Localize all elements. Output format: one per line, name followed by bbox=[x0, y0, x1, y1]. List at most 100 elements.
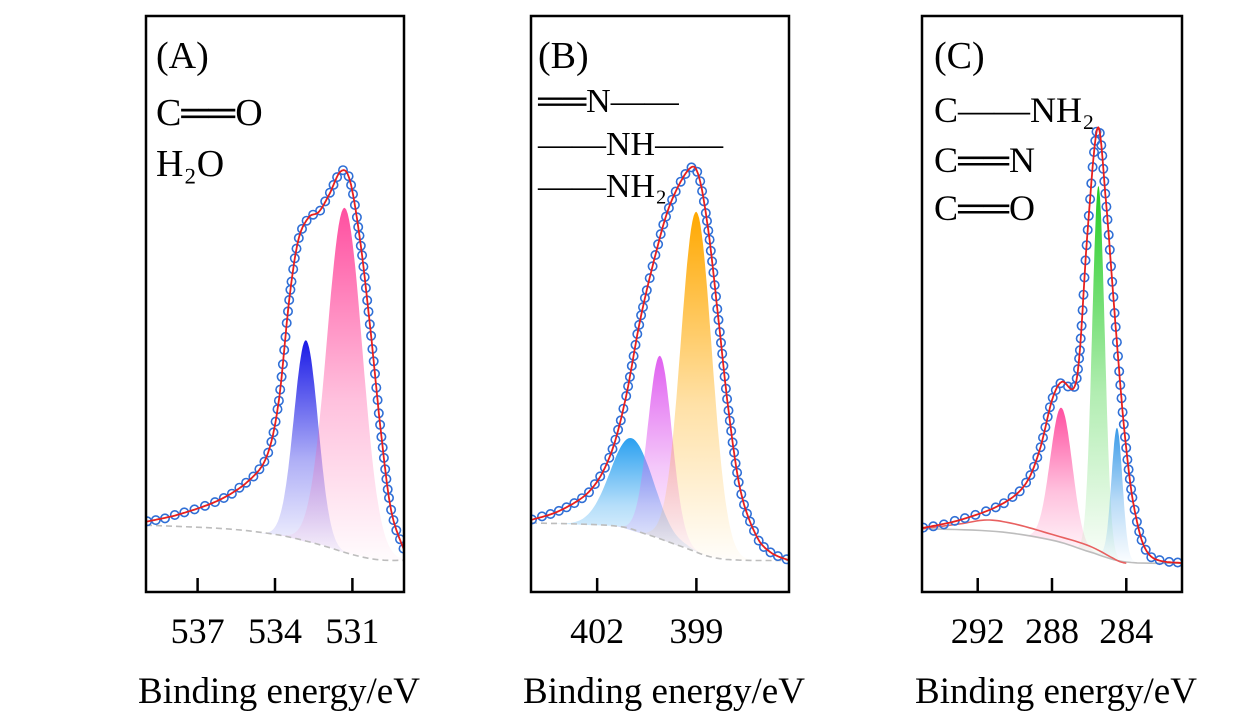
data-point bbox=[391, 525, 402, 536]
data-point bbox=[1021, 477, 1032, 488]
data-point bbox=[189, 504, 200, 515]
species-label: H₂O bbox=[156, 143, 224, 185]
panel-label: (B) bbox=[538, 35, 589, 77]
data-point bbox=[332, 172, 343, 183]
x-tick-label: 288 bbox=[1025, 611, 1079, 651]
data-point bbox=[343, 171, 354, 182]
component-peak-3 bbox=[1088, 427, 1146, 563]
data-point bbox=[738, 499, 749, 510]
data-point bbox=[1029, 461, 1040, 472]
data-point bbox=[607, 443, 618, 454]
data-point bbox=[744, 516, 755, 527]
component-peak-2 bbox=[598, 355, 722, 559]
data-point bbox=[576, 493, 587, 504]
data-point bbox=[296, 223, 307, 234]
data-point bbox=[998, 498, 1009, 509]
component-peak-1 bbox=[531, 438, 741, 560]
data-point bbox=[324, 187, 335, 198]
data-point bbox=[1040, 422, 1051, 433]
data-point bbox=[320, 196, 331, 207]
data-point bbox=[599, 462, 610, 473]
data-point bbox=[692, 166, 703, 177]
data-point bbox=[218, 492, 229, 503]
data-point bbox=[1146, 552, 1157, 563]
data-point bbox=[660, 211, 671, 222]
fit-envelope-line bbox=[531, 165, 789, 562]
data-point bbox=[226, 488, 237, 499]
fit-envelope-line bbox=[922, 126, 1182, 565]
background-line bbox=[531, 522, 789, 562]
data-point bbox=[1007, 491, 1018, 502]
species-label: ——NH₂ bbox=[537, 168, 667, 205]
data-point bbox=[1014, 486, 1025, 497]
x-tick-label: 292 bbox=[951, 611, 1005, 651]
plot-area bbox=[146, 165, 404, 562]
data-point bbox=[395, 534, 404, 545]
data-point bbox=[970, 509, 981, 520]
data-point bbox=[1154, 555, 1165, 566]
secondary-background-line bbox=[922, 519, 1127, 564]
x-tick-label: 399 bbox=[669, 611, 723, 651]
species-label: C══N bbox=[934, 140, 1035, 180]
data-point bbox=[200, 500, 211, 511]
data-point bbox=[980, 506, 991, 517]
data-point bbox=[653, 239, 664, 250]
data-point bbox=[1025, 470, 1036, 481]
plot-frame bbox=[529, 14, 791, 594]
data-point bbox=[561, 502, 572, 513]
panel-c: 292 288 284 Binding energy/eV (C) C——NH₂ C══N C… bbox=[915, 14, 1197, 712]
component-peak-2 bbox=[1065, 185, 1132, 563]
species-label: C══O bbox=[934, 188, 1035, 228]
x-tick-label: 284 bbox=[1099, 611, 1153, 651]
fit-envelope-line bbox=[146, 169, 404, 551]
data-point bbox=[595, 471, 606, 482]
data-point bbox=[210, 497, 221, 508]
panel-b: 402 399 Binding energy/eV (B) ══N—— ——NH—— ——N… bbox=[523, 14, 805, 712]
data-point bbox=[569, 498, 580, 509]
species-label: ══N—— bbox=[537, 83, 680, 120]
plot-area bbox=[531, 162, 789, 565]
data-point bbox=[613, 424, 624, 435]
data-point bbox=[545, 508, 556, 519]
data-point bbox=[589, 479, 600, 490]
data-point bbox=[604, 452, 615, 463]
component-peak-3 bbox=[616, 211, 777, 561]
panel-label: (C) bbox=[934, 35, 985, 77]
data-point bbox=[1140, 544, 1151, 555]
data-point bbox=[254, 464, 265, 475]
background-line bbox=[146, 524, 404, 562]
data-point bbox=[1136, 535, 1147, 546]
data-point bbox=[328, 179, 339, 190]
data-point bbox=[990, 502, 1001, 513]
data-point bbox=[647, 261, 658, 272]
data-point bbox=[248, 471, 259, 482]
data-point bbox=[234, 482, 245, 493]
data-point bbox=[610, 434, 621, 445]
data-point bbox=[667, 194, 678, 205]
data-point bbox=[781, 554, 789, 565]
data-point bbox=[772, 551, 783, 562]
data-point bbox=[1032, 452, 1043, 463]
data-point bbox=[388, 515, 399, 526]
data-point bbox=[670, 186, 681, 197]
data-point bbox=[753, 535, 764, 546]
species-label: C——NH₂ bbox=[934, 90, 1095, 130]
data-point bbox=[293, 233, 304, 244]
data-point bbox=[655, 229, 666, 240]
x-axis-label: Binding energy/eV bbox=[138, 671, 420, 712]
data-point bbox=[583, 487, 594, 498]
data-point bbox=[241, 477, 252, 488]
data-point bbox=[758, 541, 769, 552]
x-axis-label: Binding energy/eV bbox=[523, 671, 805, 712]
data-point bbox=[1063, 381, 1074, 392]
x-axis-label: Binding energy/eV bbox=[915, 671, 1197, 712]
data-point bbox=[680, 169, 691, 180]
panel-a: 537 534 531 Binding energy/eV (A) C══O H₂O bbox=[138, 14, 420, 712]
component-peak-1 bbox=[243, 340, 369, 558]
data-point bbox=[1038, 432, 1049, 443]
panel-label: (A) bbox=[156, 35, 209, 77]
data-point bbox=[748, 525, 759, 536]
data-point bbox=[644, 273, 655, 284]
data-point bbox=[259, 456, 270, 467]
